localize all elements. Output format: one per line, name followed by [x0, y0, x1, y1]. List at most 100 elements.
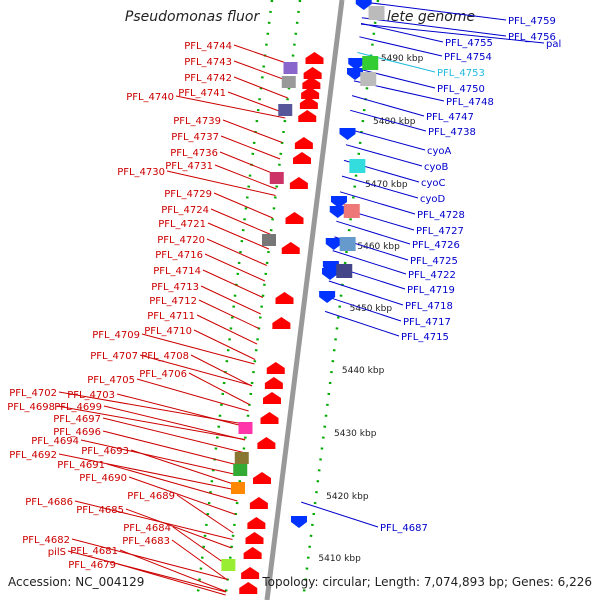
forward-gene-arrow [264, 377, 283, 389]
reverse-gene-arrow [355, 0, 372, 10]
dotted-track-0 [195, 0, 274, 600]
forward-gene-label: PFL_4694 [31, 436, 79, 447]
reverse-gene-label: PFL_4753 [437, 68, 485, 79]
forward-label-leader [202, 269, 264, 298]
forward-gene-label: PFL_4699 [54, 402, 102, 413]
forward-label-leader [117, 563, 226, 596]
forward-gene-label: PFL_4730 [117, 167, 165, 178]
reverse-label-leader [301, 501, 379, 528]
forward-gene-label: PFL_4679 [68, 560, 116, 571]
dotted-track-2 [301, 0, 380, 600]
reverse-gene-arrow [331, 196, 347, 208]
forward-gene-label: PFL_4692 [9, 450, 57, 461]
reverse-gene-arrow [291, 516, 307, 528]
forward-gene-label: PFL_4737 [171, 132, 219, 143]
forward-label-leader [141, 333, 255, 365]
forward-gene-arrow [263, 392, 281, 404]
forward-gene-label: PFL_4689 [127, 491, 175, 502]
reverse-gene-label: cyoD [420, 194, 446, 205]
reverse-label-leader [336, 220, 411, 245]
forward-gene-arrow [302, 77, 321, 89]
forward-gene-label: PFL_4729 [164, 189, 212, 200]
forward-gene-label: PFL_4691 [57, 460, 105, 471]
reverse-gene-arrow [348, 58, 365, 70]
reverse-gene-label: PFL_4755 [445, 38, 493, 49]
reverse-label-leader [324, 310, 400, 337]
forward-gene-label: PFL_4703 [67, 390, 115, 401]
reverse-gene-arrow [319, 291, 336, 303]
scale-label: 5460 kbp [357, 242, 400, 252]
forward-label-leader [166, 170, 276, 196]
forward-gene-label: PFL_4714 [153, 266, 201, 277]
forward-label-leader [207, 222, 270, 250]
forward-label-leader [206, 238, 268, 266]
reverse-label-leader [332, 250, 407, 275]
forward-gene-label: PFL_4686 [25, 497, 73, 508]
reverse-label-leader [359, 36, 443, 57]
reverse-label-leader [357, 52, 436, 73]
gene-block [339, 237, 356, 251]
forward-gene-label: PFL_4742 [184, 73, 232, 84]
forward-label-leader [67, 550, 227, 593]
reverse-gene-label: pal [546, 39, 561, 50]
forward-label-leader [196, 314, 258, 345]
forward-gene-arrow [305, 52, 324, 64]
scale-label: 5410 kbp [318, 554, 361, 564]
forward-gene-label: PFL_4724 [161, 205, 209, 216]
forward-label-leader [233, 60, 290, 82]
forward-gene-label: PFL_4712 [149, 296, 197, 307]
forward-label-leader [130, 449, 240, 487]
reverse-gene-label: PFL_4719 [407, 285, 455, 296]
forward-gene-label: PFL_4720 [157, 235, 205, 246]
forward-gene-arrow [257, 437, 276, 449]
reverse-label-leader [351, 95, 425, 117]
forward-gene-arrow [272, 317, 291, 329]
forward-label-leader [204, 253, 266, 282]
forward-gene-arrow [241, 567, 260, 579]
forward-label-leader [188, 372, 250, 405]
forward-label-leader [198, 299, 260, 329]
reverse-label-leader [328, 280, 404, 306]
forward-gene-label: PFL_4736 [170, 148, 218, 159]
forward-gene-arrow [266, 362, 285, 374]
gene-block [221, 559, 236, 571]
axis-line [264, 0, 345, 600]
reverse-gene-label: cyoA [427, 146, 452, 157]
forward-gene-arrow [245, 532, 264, 544]
forward-gene-arrow [301, 87, 320, 99]
forward-label-leader [139, 354, 252, 386]
gene-block [269, 172, 284, 184]
reverse-gene-label: PFL_4748 [446, 97, 494, 108]
reverse-label-leader [360, 23, 545, 44]
reverse-label-leader [339, 191, 416, 215]
forward-label-leader [74, 500, 233, 540]
reverse-gene-arrow [347, 68, 363, 80]
forward-label-leader [116, 393, 247, 428]
forward-gene-label: PFL_4706 [139, 369, 187, 380]
reverse-gene-label: PFL_4728 [417, 210, 465, 221]
forward-gene-arrow [303, 67, 322, 79]
forward-gene-arrow [298, 110, 317, 122]
forward-label-leader [56, 405, 246, 440]
forward-gene-label: PFL_4684 [123, 523, 171, 534]
forward-gene-arrow [239, 582, 258, 594]
forward-gene-label: PFL_4713 [151, 282, 199, 293]
reverse-gene-label: PFL_4717 [403, 317, 451, 328]
forward-label-leader [176, 494, 234, 534]
reverse-gene-label: PFL_4726 [412, 240, 460, 251]
forward-gene-label: PFL_4716 [155, 250, 203, 261]
reverse-gene-label: PFL_4725 [410, 256, 458, 267]
forward-gene-label: PFL_4710 [144, 326, 192, 337]
forward-gene-arrow [293, 152, 311, 164]
forward-label-leader [233, 76, 288, 99]
dotted-track-1 [223, 0, 302, 600]
reverse-gene-arrow [325, 238, 342, 250]
reverse-label-leader [355, 67, 436, 89]
forward-label-leader [193, 329, 256, 360]
forward-label-leader [222, 119, 283, 143]
gene-block [238, 422, 253, 434]
forward-gene-arrow [260, 412, 279, 424]
forward-gene-label: PFL_4740 [126, 92, 174, 103]
forward-gene-label: PFL_4696 [53, 427, 101, 438]
